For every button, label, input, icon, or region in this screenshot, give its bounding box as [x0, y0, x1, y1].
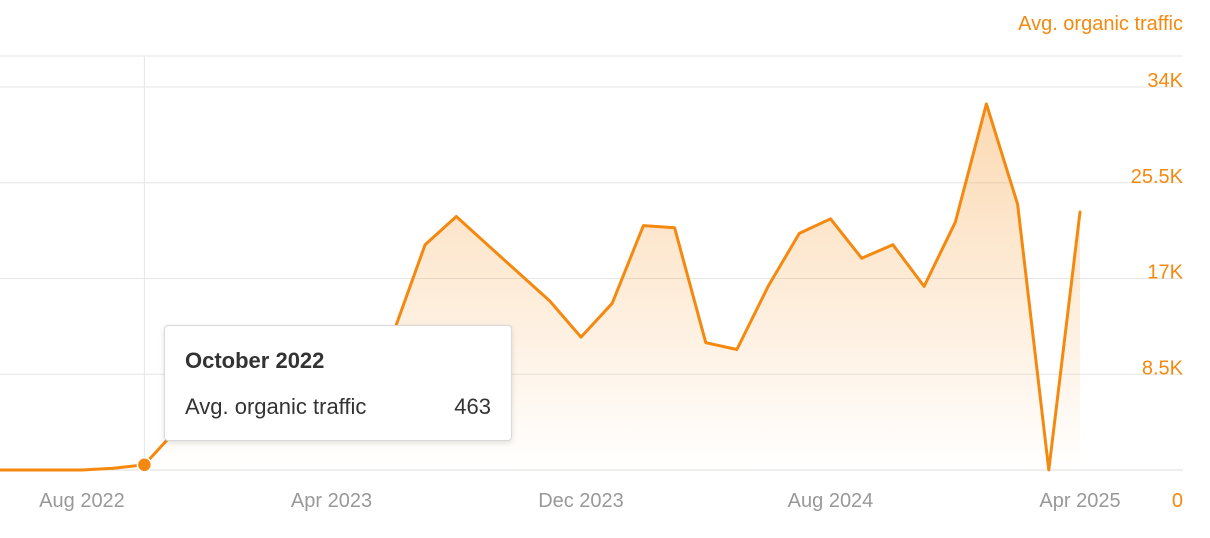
y-axis-title: Avg. organic traffic [1018, 13, 1183, 35]
y-tick-label: 17K [1147, 262, 1183, 284]
y-tick-label: 8.5K [1142, 357, 1184, 379]
y-tick-label: 0 [1172, 490, 1183, 512]
x-tick-label: Aug 2024 [788, 490, 874, 512]
x-tick-label: Apr 2023 [291, 490, 372, 512]
y-tick-label: 34K [1147, 70, 1183, 92]
x-tick-label: Apr 2025 [1039, 490, 1120, 512]
tooltip-value: 463 [454, 394, 491, 419]
x-tick-label: Dec 2023 [538, 490, 624, 512]
tooltip-label: Avg. organic traffic [185, 394, 367, 419]
x-tick-label: Aug 2022 [39, 490, 125, 512]
tooltip-title: October 2022 [185, 348, 325, 373]
y-tick-label: 25.5K [1131, 166, 1184, 188]
series-area [0, 103, 1080, 470]
tooltip: October 2022 Avg. organic traffic 463 [164, 325, 512, 441]
hover-data-point [136, 457, 153, 473]
